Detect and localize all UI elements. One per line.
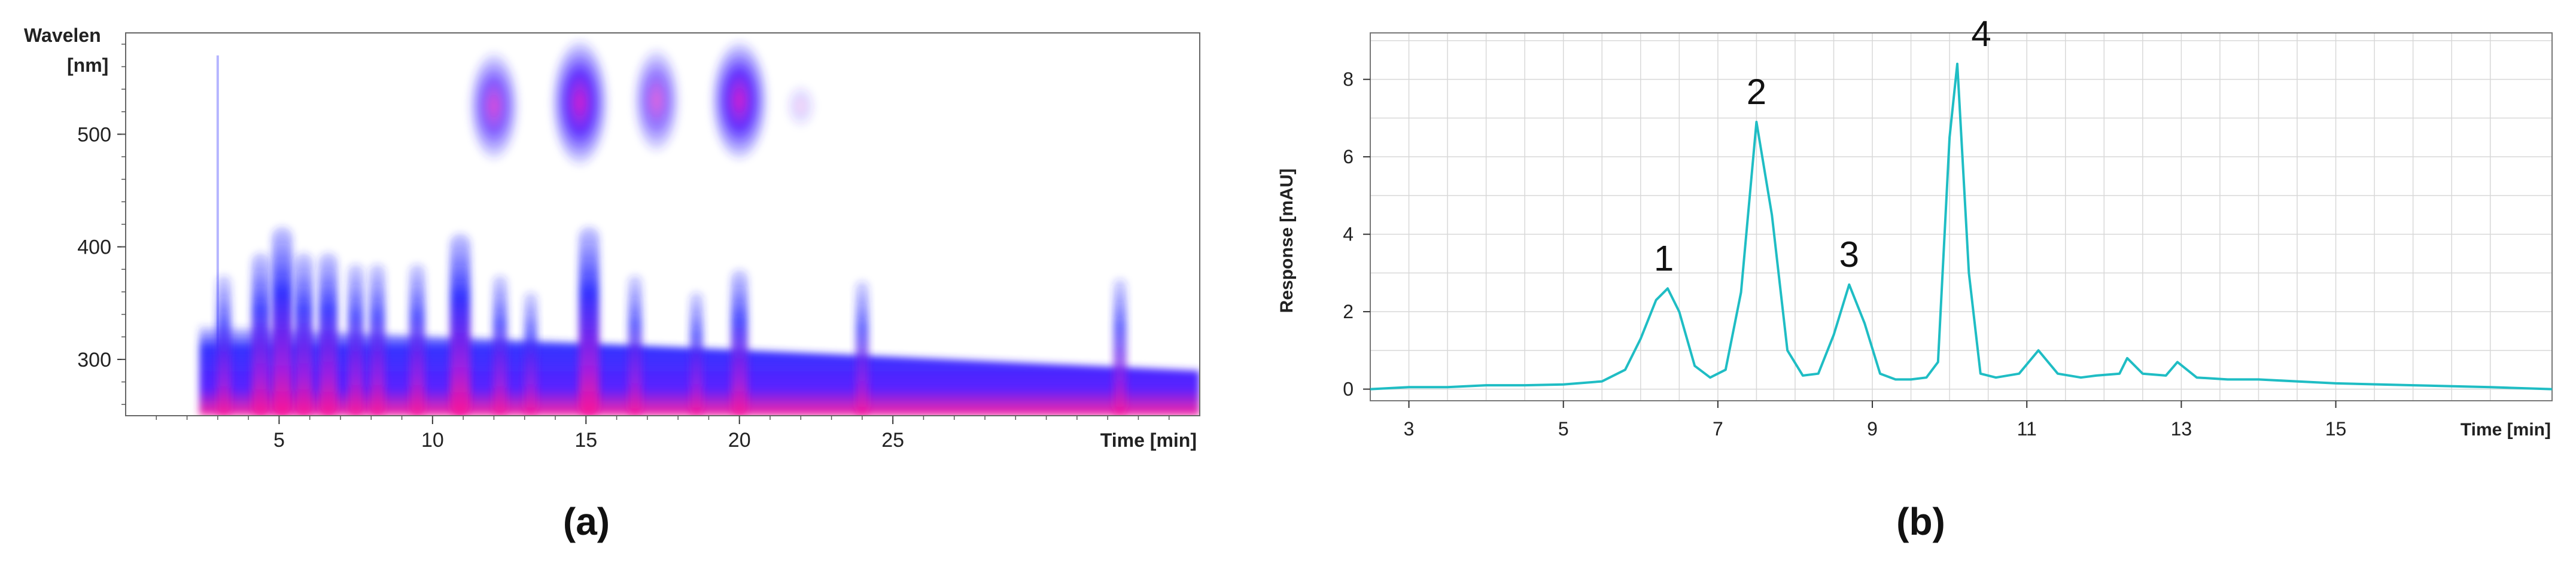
y-tick-label: 6 [1343,146,1354,167]
panel-a: 5 10 15 20 25 300 400 500 Wavelen [nm] Time [min] … [0,0,1233,576]
visible-band [785,83,817,129]
panel-b: 1 2 3 4 3 5 7 9 11 13 15 0 2 4 6 8 Response [mAU] Time [m… [1251,0,2576,576]
uv-band [251,252,270,416]
peak-label: 4 [1971,14,1991,54]
y-tick-label: 2 [1343,301,1354,322]
dad-contour-plot: 5 10 15 20 25 300 400 500 Wavelen [nm] Time [min] [24,25,1200,452]
y-axis-label: Response [mAU] [1277,169,1297,313]
uv-band [579,226,600,416]
uv-band [450,233,471,416]
peak-label: 3 [1839,234,1859,275]
chromatogram-plot: 1 2 3 4 3 5 7 9 11 13 15 0 2 4 6 8 Response [mAU] Time [m… [1277,14,2553,440]
x-tick-label: 11 [2017,418,2037,440]
y-axis-label: Wavelen [24,25,101,46]
panel-a-caption: (a) [562,500,610,543]
x-tick-label: 25 [881,429,904,452]
x-tick-label: 5 [273,429,285,452]
y-tick-label: 4 [1343,224,1354,245]
x-tick-label: 3 [1404,418,1415,440]
peak-label: 1 [1654,238,1674,278]
uv-band [272,226,293,416]
y-axis-unit: [nm] [67,54,108,76]
y-tick-label: 400 [77,236,111,259]
uv-band [855,281,869,416]
chromatogram-trace [1370,62,2553,391]
streak [216,55,219,394]
uv-band [409,263,425,416]
x-axis-label: Time [min] [1100,429,1197,451]
uv-band [318,252,337,416]
x-tick-label: 15 [574,429,597,452]
plot-area [199,37,1200,416]
peak-label: 2 [1747,72,1766,112]
x-tick-label: 7 [1713,418,1723,440]
uv-band [1113,278,1127,416]
uv-band [294,252,313,416]
uv-band [217,275,232,416]
x-tick-label: 9 [1867,418,1878,440]
x-tick-label: 13 [2171,418,2192,440]
uv-band [348,263,364,416]
y-tick-label: 500 [77,123,111,146]
x-tick-label: 20 [728,429,751,452]
uv-band [731,269,748,416]
visible-band [632,46,682,155]
y-tick-label: 0 [1343,379,1354,400]
x-tick-label: 5 [1558,418,1569,440]
x-axis-label: Time [min] [2461,420,2551,440]
plot-frame [1370,32,2553,401]
visible-band [709,38,770,163]
uv-band [492,275,507,416]
visible-band [550,37,610,168]
panel-b-caption: (b) [1896,500,1945,543]
visible-band [467,50,521,163]
uv-band [369,263,385,416]
uv-band [628,275,642,416]
x-tick-label: 15 [2325,418,2347,440]
y-tick-label: 300 [77,349,111,371]
uv-band [524,291,537,416]
y-tick-label: 8 [1343,69,1354,90]
x-tick-label: 10 [421,429,444,452]
uv-band [689,291,703,416]
